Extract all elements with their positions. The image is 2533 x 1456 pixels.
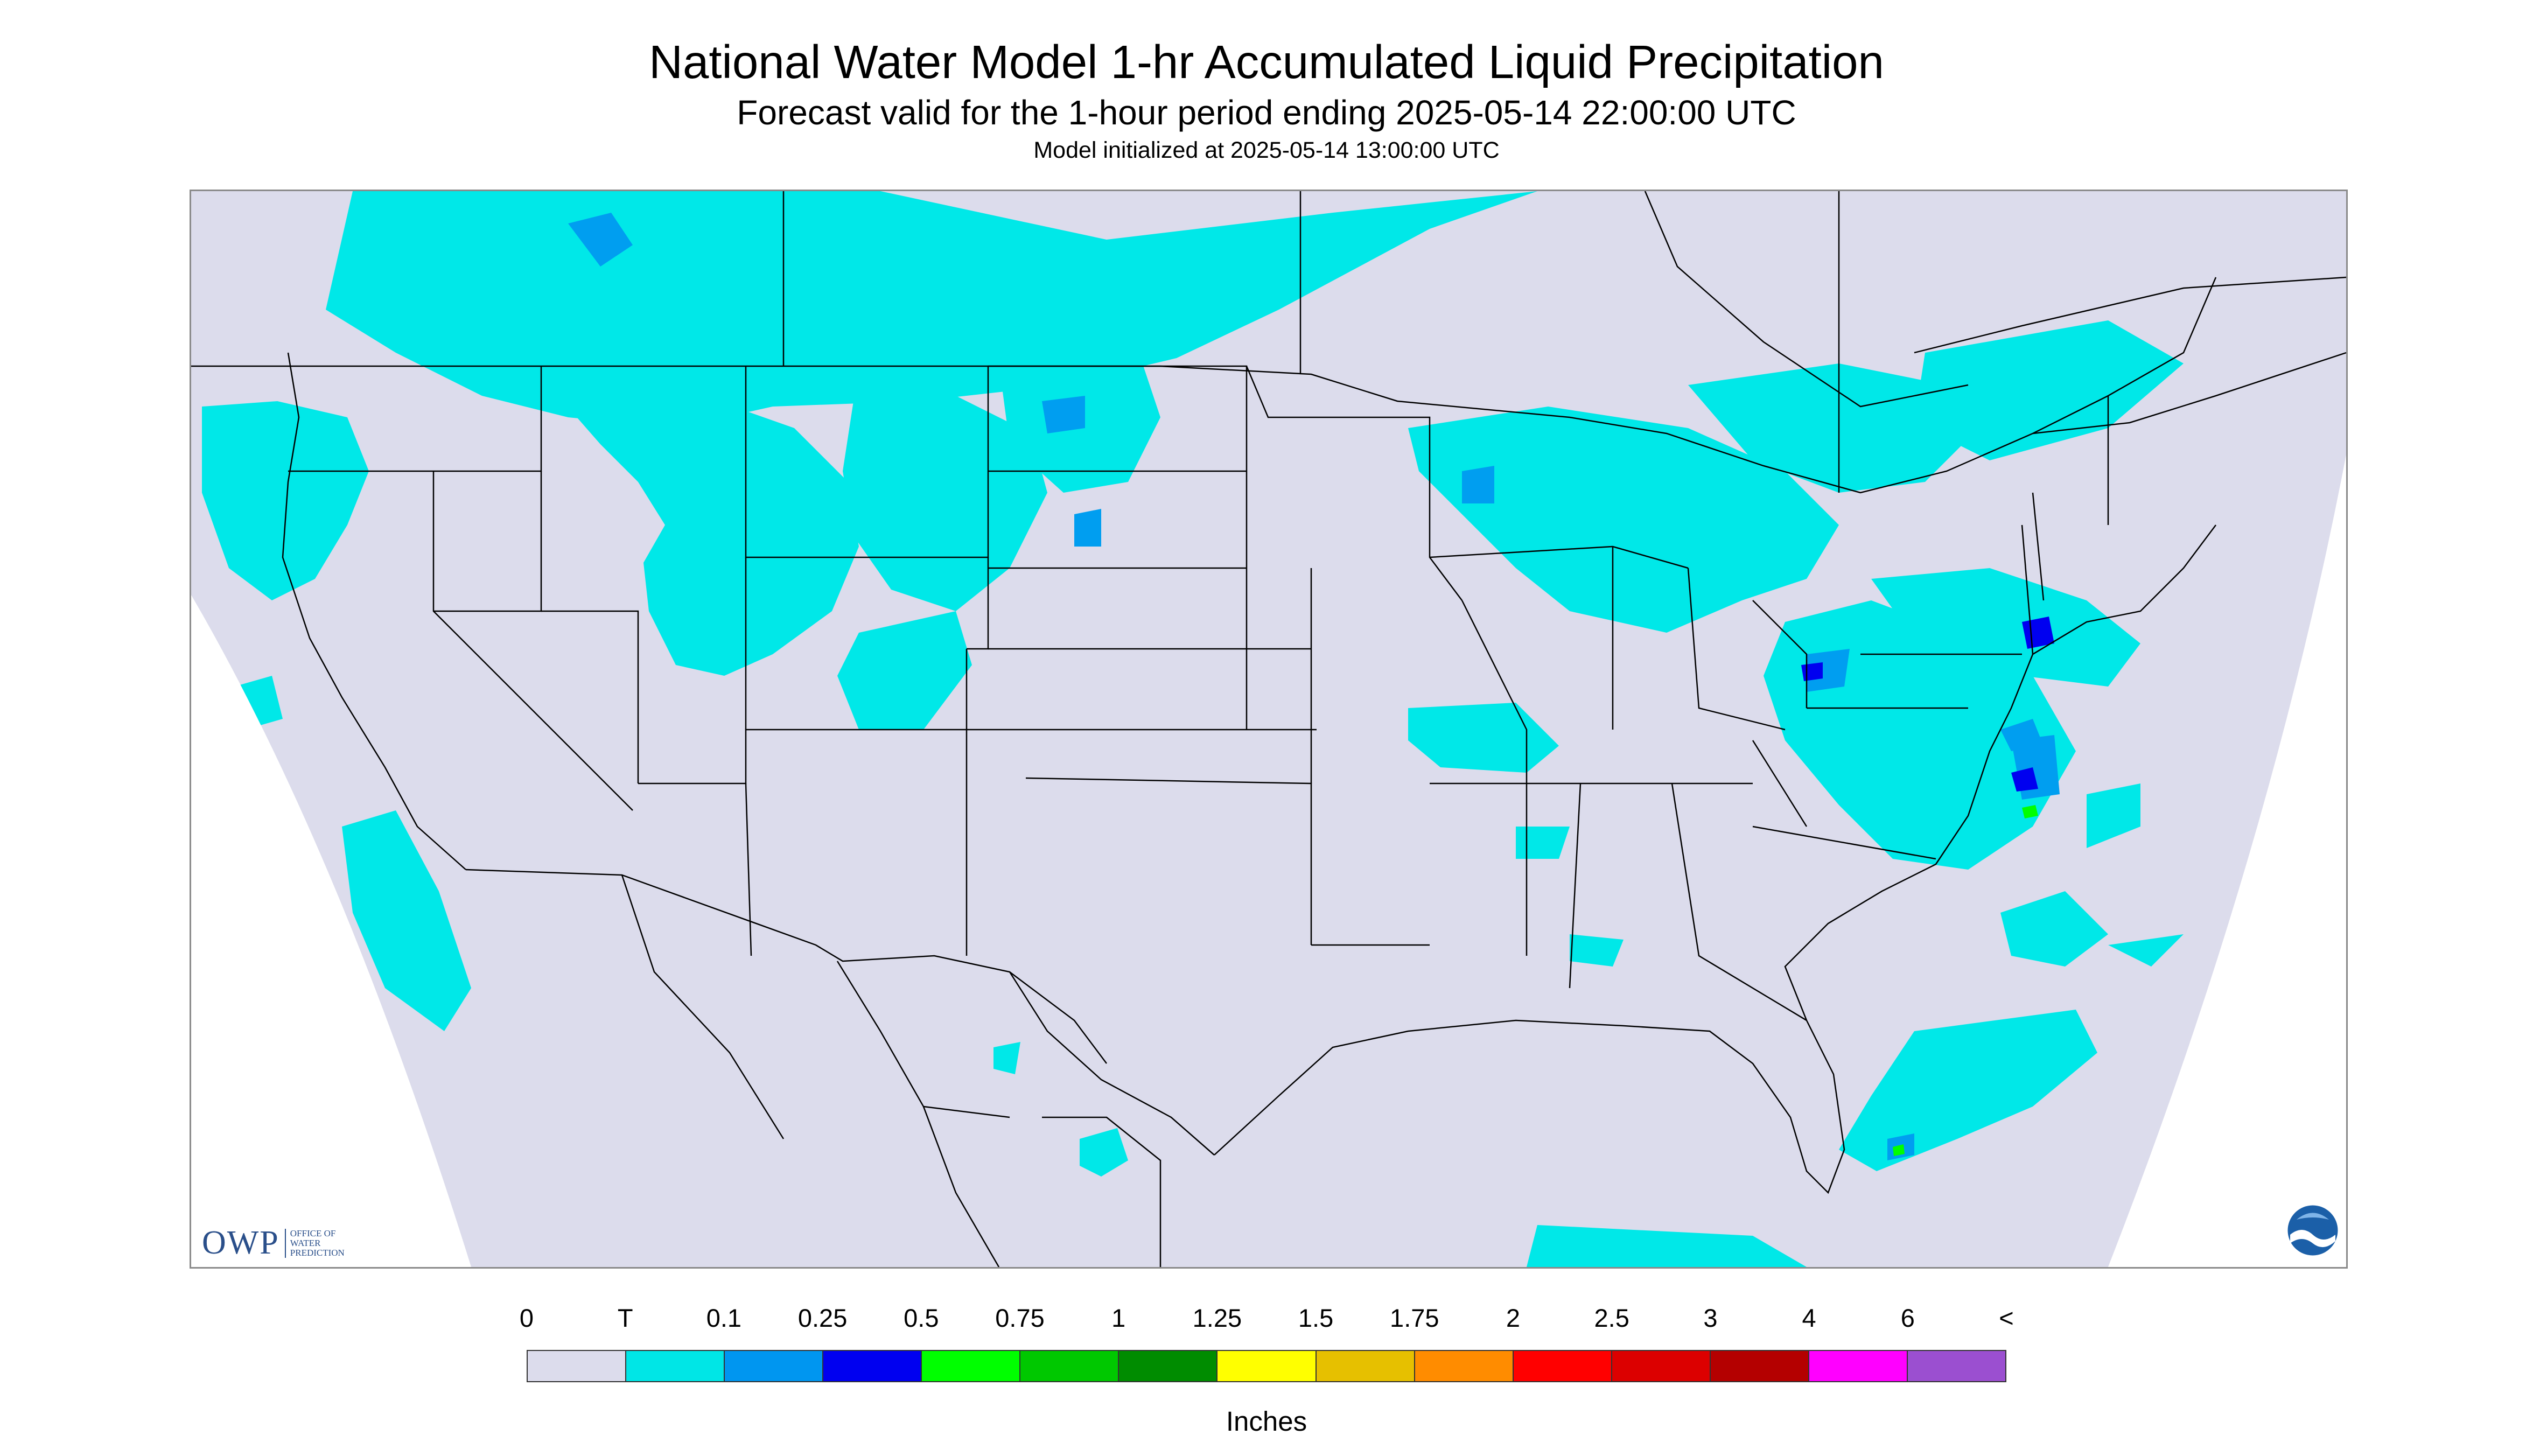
- outside-domain-mask: [191, 455, 2346, 1267]
- model-init-text: Model initialized at 2025-05-14 13:00:00…: [1033, 137, 1500, 163]
- map-svg: [191, 191, 2346, 1267]
- legend-tick-label: 0.5: [904, 1304, 939, 1332]
- legend-tick-label: 0: [519, 1304, 534, 1332]
- legend-swatch: [725, 1351, 824, 1381]
- legend-swatch: [626, 1351, 725, 1381]
- legend-tick-labels: 0 T 0.1 0.25 0.5 0.75 1 1.25 1.5 1.75 2 2.5 3 4 6 <: [520, 1303, 2014, 1335]
- noaa-logo: [2286, 1203, 2340, 1257]
- legend-tick-label: 0.75: [995, 1304, 1045, 1332]
- legend-tick-label: T: [617, 1304, 633, 1332]
- legend-swatch: [1710, 1351, 1809, 1381]
- owp-logo-subtext: OFFICE OF WATER PREDICTION: [284, 1228, 360, 1258]
- legend-swatch: [1020, 1351, 1119, 1381]
- legend-tick-label: 1.75: [1390, 1304, 1439, 1332]
- legend-tick-label: 0.1: [706, 1304, 742, 1332]
- legend-tick-label: <: [1999, 1304, 2014, 1332]
- map-title: National Water Model 1-hr Accumulated Li…: [649, 36, 1884, 88]
- legend-swatch: [1809, 1351, 1908, 1381]
- owp-logo-text: OWP: [202, 1224, 279, 1261]
- legend-swatch: [1316, 1351, 1415, 1381]
- legend-swatch: [1415, 1351, 1514, 1381]
- legend-tick-label: 4: [1802, 1304, 1816, 1332]
- legend-swatch: [1119, 1351, 1218, 1381]
- legend-swatch: [1907, 1351, 2005, 1381]
- owp-logo: OWP OFFICE OF WATER PREDICTION: [202, 1224, 360, 1262]
- color-legend: [527, 1350, 2006, 1382]
- legend-tick-label: 1.5: [1298, 1304, 1334, 1332]
- legend-tick-label: 0.25: [797, 1304, 848, 1332]
- legend-tick-label: 3: [1703, 1304, 1718, 1332]
- legend-tick-label: 1: [1111, 1304, 1126, 1332]
- legend-swatch: [922, 1351, 1021, 1381]
- legend-tick-label: 1.25: [1192, 1304, 1242, 1332]
- legend-swatch: [1612, 1351, 1711, 1381]
- legend-swatch: [1513, 1351, 1612, 1381]
- precipitation-map: OWP OFFICE OF WATER PREDICTION: [190, 190, 2348, 1269]
- state-borders: [191, 191, 2346, 1267]
- legend-tick-label: 2.5: [1594, 1304, 1629, 1332]
- legend-swatch: [1217, 1351, 1317, 1381]
- legend-tick-label: 6: [1900, 1304, 1915, 1332]
- map-subtitle: Forecast valid for the 1-hour period end…: [737, 93, 1796, 132]
- legend-swatch: [823, 1351, 922, 1381]
- precipitation-layer: [202, 191, 2184, 1267]
- legend-tick-label: 2: [1506, 1304, 1521, 1332]
- legend-units-label: Inches: [1226, 1406, 1307, 1437]
- legend-swatch: [528, 1351, 627, 1381]
